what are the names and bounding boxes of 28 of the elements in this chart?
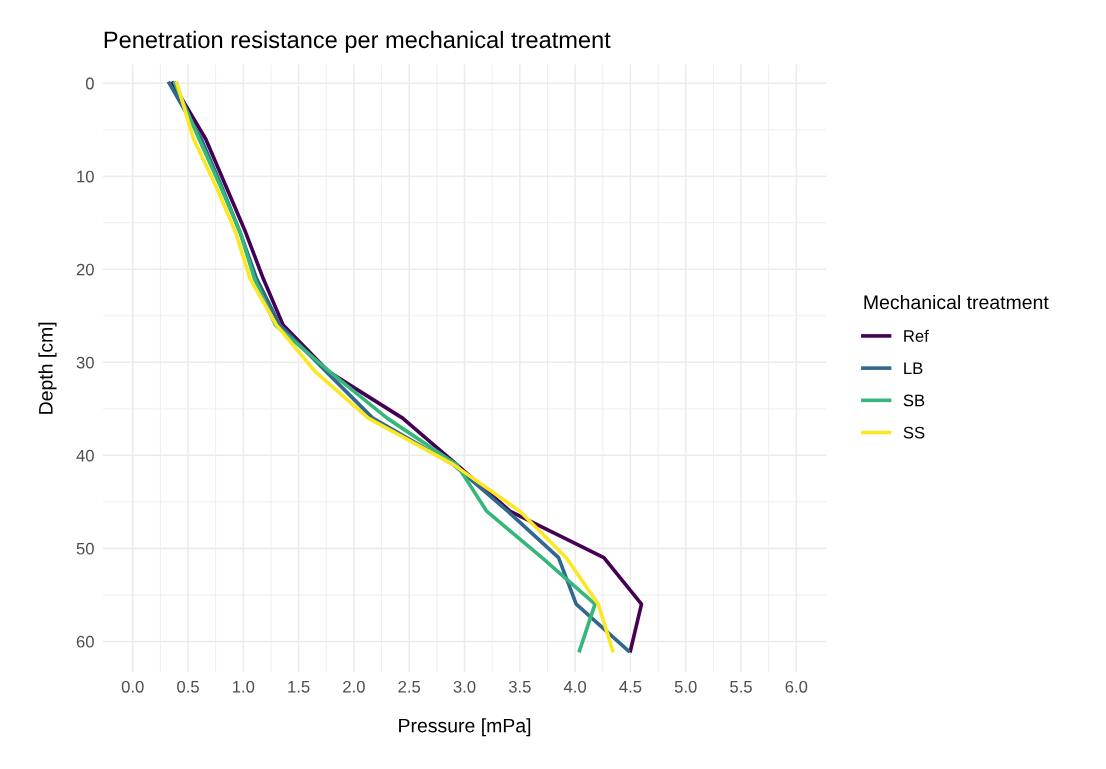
legend-label: LB [904,362,923,374]
x-tick-label: 6.0 [785,680,808,693]
y-tick-label: 60 [76,635,94,648]
x-tick-label: 1.5 [288,681,310,693]
x-tick-label: 4.5 [619,681,642,693]
chart-title: Penetration resistance per mechanical treatment [104,30,611,53]
x-tick-label: 0.0 [121,680,144,693]
y-tick-label: 0 [85,77,94,90]
x-tick-label: 5.0 [674,680,697,693]
x-axis-title: Pressure [mPa] [399,718,531,737]
x-tick-label: 0.5 [177,680,199,693]
legend-title: Mechanical treatment [864,294,1049,310]
y-tick-label: 10 [77,170,94,183]
y-tick-label: 40 [76,449,94,462]
y-tick-label: 50 [76,542,94,555]
y-tick-label: 20 [76,263,94,276]
x-tick-label: 2.0 [343,680,365,693]
legend-label: Ref [904,329,929,342]
x-tick-label: 3.0 [453,680,476,693]
x-tick-label: 5.5 [730,681,752,693]
x-tick-label: 1.0 [233,680,255,693]
x-tick-label: 3.5 [508,680,531,693]
y-axis-title: Depth [cm] [38,322,57,414]
legend-label: SB [903,394,925,407]
x-tick-label: 2.5 [398,680,421,693]
x-tick-label: 4.0 [563,680,587,693]
y-tick-label: 30 [76,356,94,369]
legend-label: SS [903,426,925,439]
